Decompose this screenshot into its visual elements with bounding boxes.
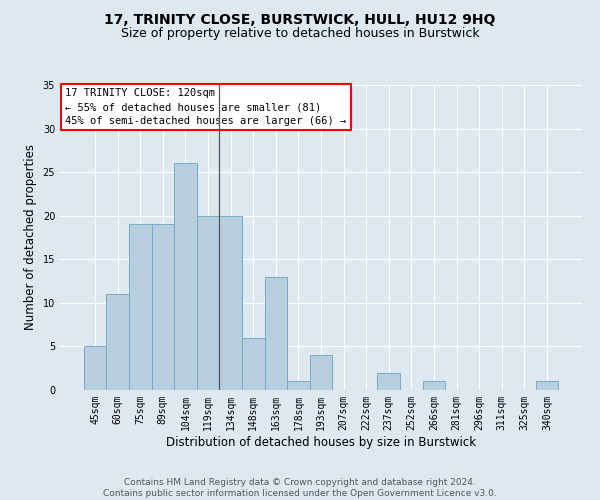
Bar <box>152 224 174 390</box>
Bar <box>287 382 310 390</box>
Bar <box>197 216 220 390</box>
Bar <box>422 382 445 390</box>
Bar <box>377 372 400 390</box>
Bar <box>310 355 332 390</box>
Y-axis label: Number of detached properties: Number of detached properties <box>24 144 37 330</box>
Bar <box>129 224 152 390</box>
Text: Size of property relative to detached houses in Burstwick: Size of property relative to detached ho… <box>121 28 479 40</box>
Bar <box>84 346 106 390</box>
Bar <box>265 276 287 390</box>
Bar <box>536 382 558 390</box>
Bar <box>174 164 197 390</box>
Text: 17 TRINITY CLOSE: 120sqm
← 55% of detached houses are smaller (81)
45% of semi-d: 17 TRINITY CLOSE: 120sqm ← 55% of detach… <box>65 88 346 126</box>
X-axis label: Distribution of detached houses by size in Burstwick: Distribution of detached houses by size … <box>166 436 476 448</box>
Bar <box>106 294 129 390</box>
Bar <box>242 338 265 390</box>
Text: Contains HM Land Registry data © Crown copyright and database right 2024.
Contai: Contains HM Land Registry data © Crown c… <box>103 478 497 498</box>
Text: 17, TRINITY CLOSE, BURSTWICK, HULL, HU12 9HQ: 17, TRINITY CLOSE, BURSTWICK, HULL, HU12… <box>104 12 496 26</box>
Bar <box>220 216 242 390</box>
